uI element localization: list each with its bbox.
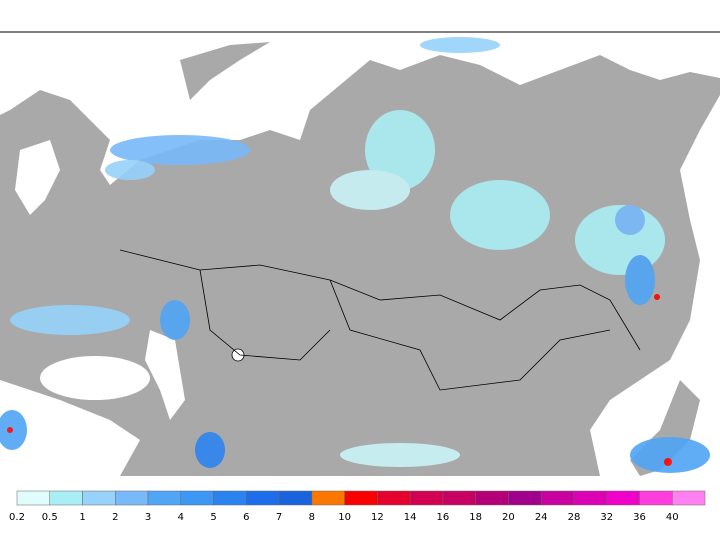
color-box — [16, 490, 51, 506]
colorbar-label: 3 — [145, 512, 151, 523]
colorbar-label: 4 — [178, 512, 184, 523]
color-box — [377, 490, 411, 506]
arctic-ocean — [0, 32, 720, 185]
color-box — [213, 490, 247, 506]
colorbar-label: 0.5 — [42, 512, 58, 523]
colorbar-label: 14 — [404, 512, 417, 523]
color-box — [278, 490, 313, 506]
colorbar-label: 32 — [600, 512, 613, 523]
color-box — [246, 490, 280, 506]
color-box — [115, 490, 149, 506]
precip-areas — [0, 37, 710, 473]
mediterranean — [0, 380, 140, 476]
color-box — [311, 490, 345, 506]
caspian-sea — [145, 330, 185, 420]
colorbar-label: 36 — [633, 512, 646, 523]
color-box — [49, 490, 83, 506]
colorbar-label: 16 — [437, 512, 450, 523]
colorbar-label: 6 — [243, 512, 249, 523]
colorbar-label: 28 — [568, 512, 581, 523]
black-sea — [40, 356, 150, 400]
color-box — [639, 490, 673, 506]
colorbar-label: 10 — [338, 512, 351, 523]
colorbar-label: 1 — [79, 512, 85, 523]
pacific-ocean — [590, 95, 720, 476]
color-box — [540, 490, 575, 506]
colorbar-label: 7 — [276, 512, 282, 523]
colorbar-label: 12 — [371, 512, 384, 523]
colorbar-label: 0.2 — [9, 512, 25, 523]
color-box — [442, 490, 476, 506]
colorbar-label: 24 — [535, 512, 548, 523]
colorbar-label: 40 — [666, 512, 679, 523]
color-box — [409, 490, 444, 506]
colorbar: 0.2 0.5 1 2 3 4 5 6 7 8 10 12 14 16 18 20 24 28 32 36 40 — [9, 490, 706, 523]
colorbar-label: 5 — [210, 512, 216, 523]
map — [0, 31, 720, 476]
colorbar-label: 8 — [309, 512, 315, 523]
color-box — [475, 490, 509, 506]
baltic-sea — [15, 140, 60, 215]
color-box — [671, 490, 706, 506]
color-box — [508, 490, 542, 506]
color-box — [606, 490, 640, 506]
novaya-zemlya — [180, 42, 270, 100]
borders — [119, 249, 641, 391]
color-box — [147, 490, 182, 506]
color-box — [82, 490, 116, 506]
colorbar-label: 18 — [469, 512, 482, 523]
color-box — [180, 490, 214, 506]
colorbar-label: 2 — [112, 512, 118, 523]
color-box — [344, 490, 378, 506]
color-box — [573, 490, 607, 506]
colorbar-label: 20 — [502, 512, 515, 523]
